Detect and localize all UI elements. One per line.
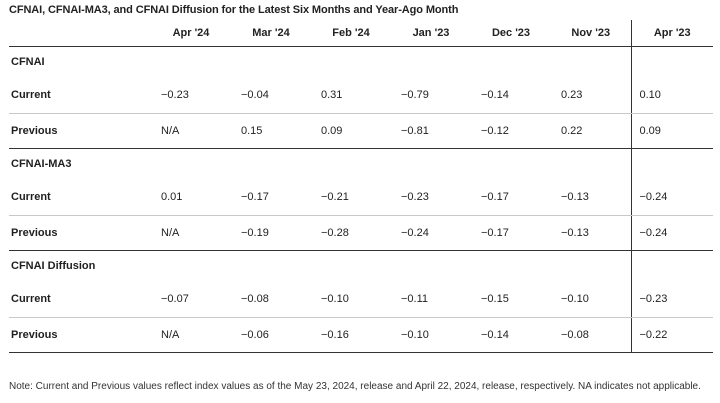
table-cell: −0.04 (231, 78, 311, 114)
table-cell: N/A (151, 317, 231, 353)
table-cell: −0.81 (391, 113, 471, 149)
section-label: CFNAI (11, 56, 45, 69)
row-label: Current (9, 282, 151, 318)
row-label: Previous (9, 215, 151, 251)
table-row: Previous N/A −0.06 −0.16 −0.10 −0.14 −0.… (9, 317, 713, 353)
table-row: Current −0.23 −0.04 0.31 −0.79 −0.14 0.2… (9, 78, 713, 114)
table-cell: −0.13 (551, 180, 631, 216)
row-label: Previous (9, 317, 151, 353)
table-cell: −0.06 (231, 317, 311, 353)
table-cell: 0.10 (630, 78, 713, 114)
section-header-row: CFNAI-MA3 (9, 148, 713, 180)
table-cell: −0.79 (391, 78, 471, 114)
table-cell: −0.17 (471, 180, 551, 216)
row-label: Current (9, 180, 151, 216)
table-cell: 0.09 (311, 113, 391, 149)
table-cell: 0.09 (630, 113, 713, 149)
table-cell: −0.24 (630, 215, 713, 251)
column-header: Mar '24 (231, 20, 311, 47)
table-cell: −0.07 (151, 282, 231, 318)
table-cell: −0.14 (471, 78, 551, 114)
table-cell: −0.08 (231, 282, 311, 318)
table-cell: N/A (151, 215, 231, 251)
table-cell: −0.17 (231, 180, 311, 216)
header-row: Apr '24 Mar '24 Feb '24 Jan '23 Dec '23 … (9, 20, 713, 47)
section-label: CFNAI-MA3 (11, 158, 72, 171)
table-cell: −0.10 (551, 282, 631, 318)
table-cell: 0.01 (151, 180, 231, 216)
section-header-row: CFNAI Diffusion (9, 250, 713, 282)
table-cell: −0.24 (391, 215, 471, 251)
table-cell: −0.16 (311, 317, 391, 353)
table-cell: −0.22 (630, 317, 713, 353)
table-cell: −0.23 (391, 180, 471, 216)
table-row: Previous N/A −0.19 −0.28 −0.24 −0.17 −0.… (9, 215, 713, 251)
table-cell: −0.15 (471, 282, 551, 318)
column-header-year-ago: Apr '23 (630, 20, 713, 47)
table-title: CFNAI, CFNAI-MA3, and CFNAI Diffusion fo… (9, 4, 459, 16)
table-cell: −0.11 (391, 282, 471, 318)
table-cell: −0.19 (231, 215, 311, 251)
footnote: Note: Current and Previous values reflec… (9, 381, 701, 392)
table-cell: −0.08 (551, 317, 631, 353)
header-blank (9, 20, 151, 47)
table-cell: −0.28 (311, 215, 391, 251)
table-cell: 0.23 (551, 78, 631, 114)
table-cell: 0.15 (231, 113, 311, 149)
table-cell: −0.13 (551, 215, 631, 251)
column-header: Feb '24 (311, 20, 391, 47)
column-header: Nov '23 (551, 20, 631, 47)
table-cell: −0.14 (471, 317, 551, 353)
table-row: Current −0.07 −0.08 −0.10 −0.11 −0.15 −0… (9, 282, 713, 318)
cfnai-table: Apr '24 Mar '24 Feb '24 Jan '23 Dec '23 … (9, 20, 713, 353)
table-cell: −0.24 (630, 180, 713, 216)
column-header: Apr '24 (151, 20, 231, 47)
table-cell: −0.12 (471, 113, 551, 149)
row-label: Current (9, 78, 151, 114)
table-row: Current 0.01 −0.17 −0.21 −0.23 −0.17 −0.… (9, 180, 713, 216)
table-cell: −0.23 (630, 282, 713, 318)
column-header: Jan '23 (391, 20, 471, 47)
table-cell: −0.10 (391, 317, 471, 353)
table-cell: 0.31 (311, 78, 391, 114)
table-cell: −0.21 (311, 180, 391, 216)
section-header-row: CFNAI (9, 46, 713, 78)
table-cell: 0.22 (551, 113, 631, 149)
table-cell: −0.10 (311, 282, 391, 318)
column-header: Dec '23 (471, 20, 551, 47)
table-cell: −0.17 (471, 215, 551, 251)
table-cell: N/A (151, 113, 231, 149)
row-label: Previous (9, 113, 151, 149)
table-row: Previous N/A 0.15 0.09 −0.81 −0.12 0.22 … (9, 113, 713, 149)
section-label: CFNAI Diffusion (11, 260, 96, 273)
table-cell: −0.23 (151, 78, 231, 114)
